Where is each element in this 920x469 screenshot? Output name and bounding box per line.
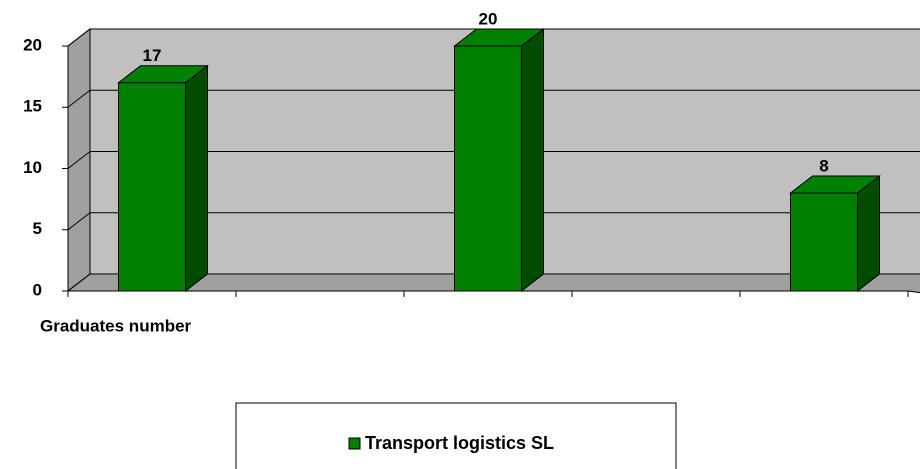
legend-box [235,402,677,469]
y-tick-label: 20 [23,35,42,54]
grid-line-side [67,273,91,292]
bar [118,82,186,292]
bar-side [857,174,880,293]
legend-swatch [348,437,361,450]
y-tick-label: 10 [23,158,42,177]
grid-line-side [67,212,91,231]
y-tick-label: 0 [33,280,42,299]
bar-side [521,27,544,293]
x-axis-label: Graduates number [40,316,192,335]
value-label: 8 [819,156,828,175]
bar [454,45,522,292]
value-label: 20 [479,9,498,28]
bar-side [185,64,208,293]
bar [790,192,858,292]
grid-line-side [67,89,91,108]
grid-line-side [67,28,91,47]
y-tick-label: 15 [23,97,42,116]
y-tick-label: 5 [33,219,42,238]
legend-label: Transport logistics SL [365,433,554,453]
value-label: 17 [143,46,162,65]
grid-line-side [67,151,91,169]
